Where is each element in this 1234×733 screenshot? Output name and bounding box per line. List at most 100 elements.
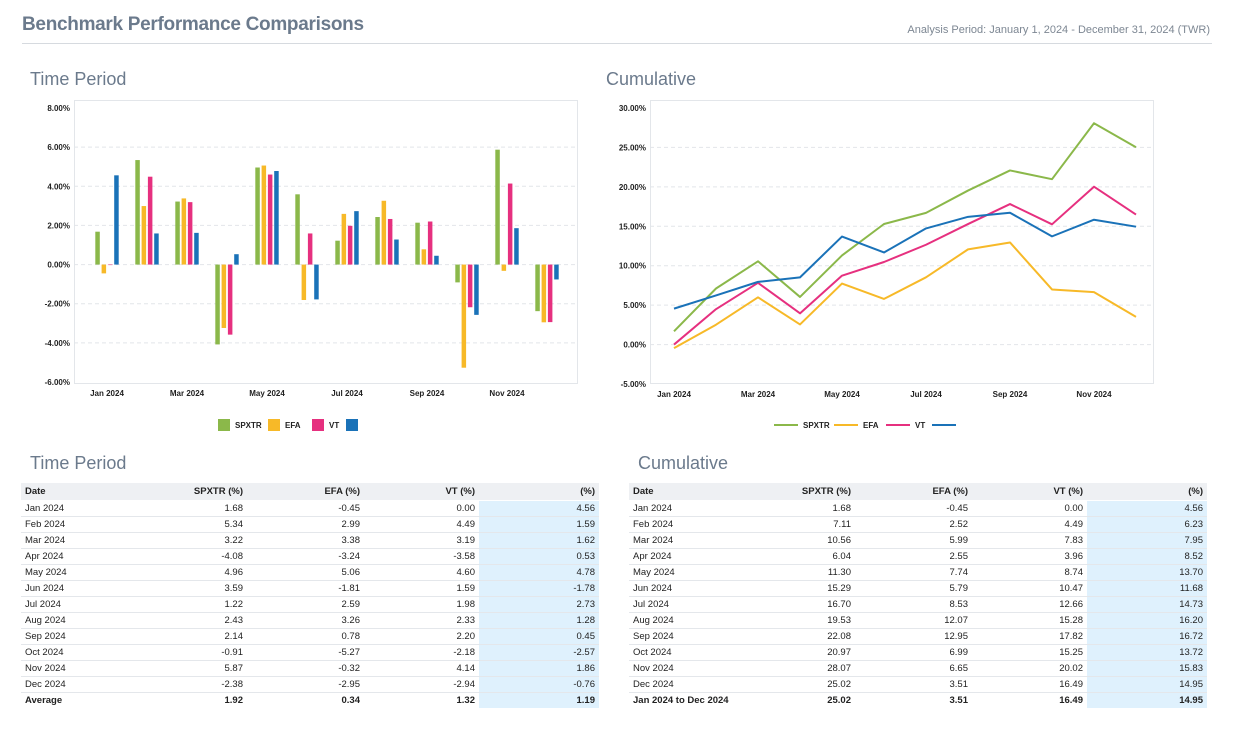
header-divider [22,43,1212,44]
table-row: Jun 2024 3.59 -1.81 1.59 -1.78 [21,580,599,597]
value-cell: 1.86 [479,660,599,677]
value-cell: 6.65 [855,660,972,677]
value-cell: 4.56 [1087,500,1207,517]
value-cell: 12.95 [855,628,972,645]
line-chart-frame [650,100,1154,384]
date-cell: Apr 2024 [629,548,739,565]
date-cell: Aug 2024 [629,612,739,629]
legend-swatch [346,419,358,431]
date-cell: Sep 2024 [629,628,739,645]
table-row: Dec 2024 -2.38 -2.95 -2.94 -0.76 [21,676,599,693]
col-header: SPXTR (%) [739,483,855,501]
value-cell: 7.95 [1087,532,1207,549]
table-row: Mar 2024 10.56 5.99 7.83 7.95 [629,532,1207,549]
value-cell: 0.00 [364,500,479,517]
bar [461,264,467,368]
value-cell: 25.02 [739,676,855,693]
value-cell: 20.02 [972,660,1087,677]
bar [554,264,559,280]
value-cell: 15.28 [972,612,1087,629]
x-tick-label: Sep 2024 [410,389,445,398]
table-row: Jan 2024 1.68 -0.45 0.00 4.56 [21,500,599,517]
x-tick-label: May 2024 [249,389,285,398]
value-cell: 5.34 [131,516,247,533]
value-cell: 0.00 [972,500,1087,517]
bar [474,264,479,315]
value-cell: 1.68 [739,500,855,517]
x-tick-label: Mar 2024 [741,390,776,399]
value-cell: 12.07 [855,612,972,629]
date-cell: Jun 2024 [21,580,131,597]
x-tick-label: May 2024 [824,390,860,399]
legend-swatch [268,419,280,431]
bar [547,264,553,323]
date-cell: Oct 2024 [21,644,131,661]
date-cell: May 2024 [629,564,739,581]
line-chart-title: Cumulative [606,69,697,89]
value-cell: 1.98 [364,596,479,613]
value-cell: 2.14 [131,628,247,645]
value-cell: 3.59 [131,580,247,597]
bar [101,264,107,274]
bar [221,264,227,328]
date-cell: May 2024 [21,564,131,581]
value-cell: 13.72 [1087,644,1207,661]
bar [415,222,420,265]
date-cell: Aug 2024 [21,612,131,629]
y-tick-label: 4.00% [47,182,70,191]
series-line [673,211,1137,310]
date-cell: Apr 2024 [21,548,131,565]
line-chart: 30.00% 25.00% 20.00% 15.00% 10.00% 5.00% 0.00%… [619,104,1154,430]
legend-label: VT [915,421,925,430]
bar [514,228,519,265]
table-row: Nov 2024 5.87 -0.32 4.14 1.86 [21,660,599,677]
col-header: (%) [1087,483,1207,501]
value-cell: 3.51 [855,676,972,693]
bar [354,211,359,265]
x-tick-label: Mar 2024 [170,389,205,398]
value-cell: 6.23 [1087,516,1207,533]
bar [507,183,513,265]
legend-label: EFA [863,421,879,430]
y-tick-label: 15.00% [619,222,646,231]
value-cell: 2.59 [247,596,364,613]
bar [187,202,193,265]
col-header: SPXTR (%) [131,483,247,501]
value-cell: 4.14 [364,660,479,677]
col-header: VT (%) [972,483,1087,501]
bar [427,221,433,265]
date-cell: Feb 2024 [629,516,739,533]
bar [135,160,140,265]
legend-label: EFA [285,421,301,430]
value-cell: 1.92 [224,695,244,706]
table-row: Apr 2024 -4.08 -3.24 -3.58 0.53 [21,548,599,565]
bar [147,176,153,265]
bar [541,264,547,323]
table-total-row: Jan 2024 to Dec 2024 25.02 3.51 16.49 14.95 [629,692,1207,708]
bar-chart-title: Time Period [30,69,127,89]
y-tick-label: 0.00% [47,261,70,270]
bar [501,264,507,271]
value-cell: 1.28 [479,612,599,629]
legend-label: SPXTR [803,421,830,430]
bar [234,254,239,265]
value-cell: -0.45 [855,500,972,517]
bar [175,201,180,265]
value-cell: 0.45 [479,628,599,645]
value-cell: 4.49 [972,516,1087,533]
value-cell: 7.11 [739,516,855,533]
page-title: Benchmark Performance Comparisons [22,14,364,35]
date-cell: Jul 2024 [21,596,131,613]
table-row: Aug 2024 19.53 12.07 15.28 16.20 [629,612,1207,629]
value-cell: 4.49 [364,516,479,533]
bar [194,232,199,265]
value-cell: 7.74 [855,564,972,581]
y-tick-label: 20.00% [619,183,646,192]
value-cell: 2.33 [364,612,479,629]
bar [107,264,113,266]
bar [95,231,100,265]
value-cell: -0.32 [247,660,364,677]
table-row: Jan 2024 1.68 -0.45 0.00 4.56 [629,500,1207,517]
value-cell: 25.02 [827,695,851,706]
value-cell: 4.78 [479,564,599,581]
